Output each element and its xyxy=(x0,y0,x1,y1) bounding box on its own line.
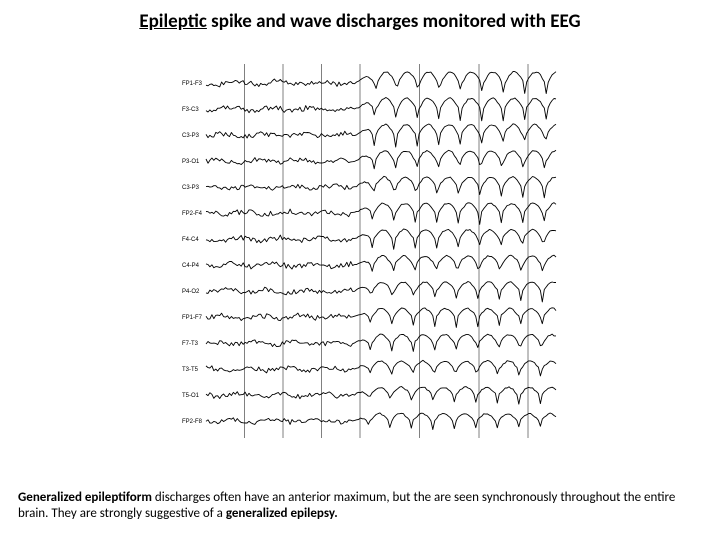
title-rest: spike and wave discharges monitored with… xyxy=(207,10,581,33)
caption-tail: generalized epilepsy. xyxy=(226,506,338,521)
caption-text: Generalized epileptiform discharges ofte… xyxy=(18,490,702,523)
svg-text:FP2-F4: FP2-F4 xyxy=(182,211,203,217)
svg-text:FP1-F3: FP1-F3 xyxy=(182,81,203,87)
svg-text:C3-P3: C3-P3 xyxy=(182,133,200,139)
eeg-svg: FP1-F3 F3-C3 C3-P3 P3-O1 C3-P3 FP2-F4 F4-C4 C4-… xyxy=(180,48,560,458)
svg-text:C3-P3: C3-P3 xyxy=(182,185,200,191)
eeg-chart: FP1-F3 F3-C3 C3-P3 P3-O1 C3-P3 FP2-F4 F4-C4 C4-… xyxy=(180,48,560,458)
caption-lead: Generalized epileptiform xyxy=(18,490,152,505)
svg-text:F7-T3: F7-T3 xyxy=(182,341,199,347)
svg-text:T5-O1: T5-O1 xyxy=(182,393,200,399)
svg-text:C4-P4: C4-P4 xyxy=(182,263,200,269)
svg-text:T3-T5: T3-T5 xyxy=(182,367,199,373)
svg-text:FP1-F7: FP1-F7 xyxy=(182,315,203,321)
svg-text:F4-C4: F4-C4 xyxy=(182,237,199,243)
svg-text:FP2-F8: FP2-F8 xyxy=(182,419,203,425)
title-underlined: Epileptic xyxy=(139,10,207,33)
svg-text:P3-O1: P3-O1 xyxy=(182,159,200,165)
page-title: Epileptic spike and wave discharges moni… xyxy=(0,10,720,33)
svg-text:F3-C3: F3-C3 xyxy=(182,107,199,113)
svg-text:P4-O2: P4-O2 xyxy=(182,289,200,295)
